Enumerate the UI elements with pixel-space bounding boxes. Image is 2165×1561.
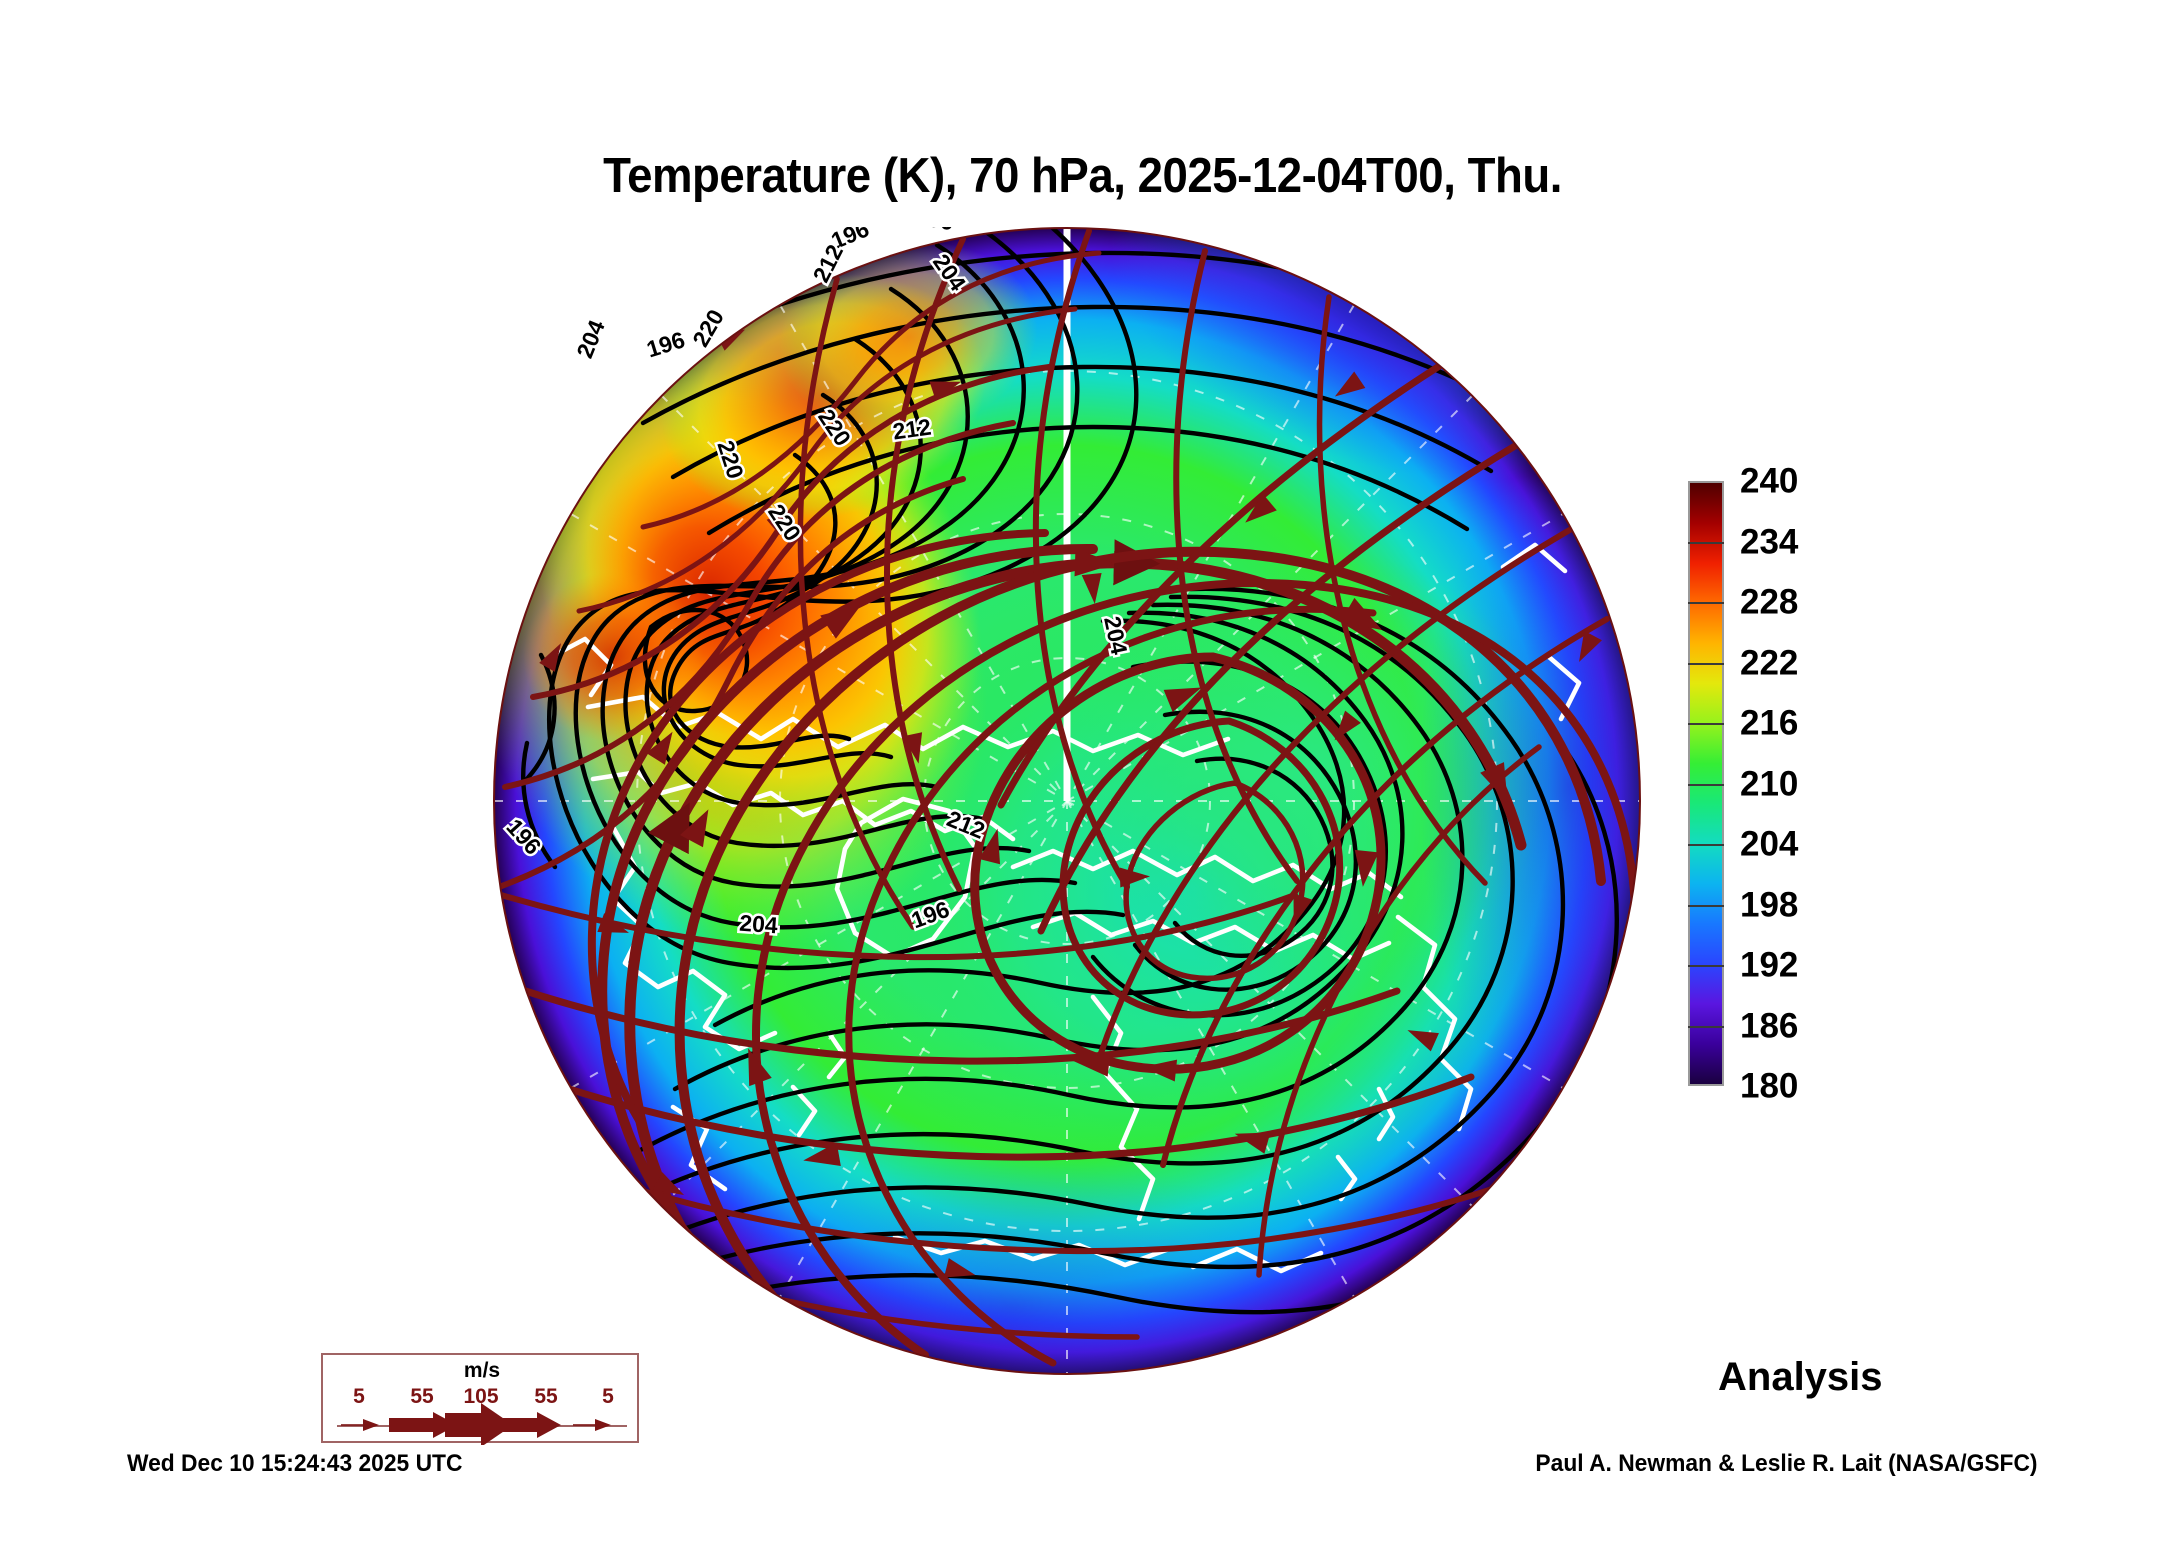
wind-key-units-label: m/s [463, 1359, 501, 1382]
colorbar-tick [1688, 1025, 1724, 1028]
contour-label: 204 [739, 910, 779, 939]
colorbar-tick-label: 216 [1740, 703, 1799, 743]
page-title: Temperature (K), 70 hPa, 2025-12-04T00, … [603, 149, 1562, 203]
colorbar-tick-label: 240 [1740, 461, 1799, 501]
attribution: Paul A. Newman & Leslie R. Lait (NASA/GS… [1535, 1450, 2038, 1477]
colorbar: 240 234 228 222 216 210 204 198 192 186 180 [1688, 464, 1988, 1104]
colorbar-tick [1688, 844, 1724, 846]
globe-outline [493, 227, 1641, 1375]
wind-key-value: 105 [463, 1385, 499, 1408]
contour-label: 212 [891, 414, 933, 445]
wind-arrowheads [539, 298, 1602, 1278]
contour-label: 204 [571, 316, 610, 362]
colorbar-tick-label: 210 [1740, 764, 1799, 803]
colorbar-tick-label: 234 [1740, 522, 1799, 561]
colorbar-tick-label: 180 [1740, 1066, 1799, 1106]
wind-key-value: 5 [353, 1385, 365, 1408]
wind-speed-key: m/s 5 55 105 55 5 [321, 1353, 639, 1445]
colorbar-tick-label: 192 [1740, 945, 1799, 985]
colorbar-tick-label: 198 [1740, 885, 1799, 924]
wind-key-value: 55 [410, 1385, 434, 1408]
colorbar-tick [1688, 602, 1724, 604]
colorbar-tick-label: 228 [1740, 582, 1799, 622]
wind-key-value: 5 [602, 1385, 614, 1408]
colorbar-tick [1688, 723, 1724, 725]
colorbar-tick-label: 186 [1740, 1006, 1799, 1045]
colorbar-tick-label: 204 [1740, 824, 1799, 864]
colorbar-tick [1688, 662, 1724, 665]
colorbar-tick [1688, 965, 1724, 967]
analysis-label: Analysis [1718, 1355, 1883, 1399]
contour-label: 196 [644, 326, 688, 362]
colorbar-tick [1688, 904, 1724, 907]
colorbar-tick-label: 222 [1740, 643, 1799, 682]
polar-map: 1961961962042202122041962042202202202122… [493, 227, 1641, 1375]
wind-key-value: 55 [534, 1385, 558, 1408]
generation-timestamp: Wed Dec 10 15:24:43 2025 UTC [127, 1450, 463, 1477]
contour-label: 196 [913, 227, 955, 235]
colorbar-tick [1688, 783, 1724, 786]
wind-key-arrows [341, 1403, 611, 1445]
wind-streamlines [496, 228, 1640, 1367]
colorbar-tick [1688, 541, 1724, 544]
